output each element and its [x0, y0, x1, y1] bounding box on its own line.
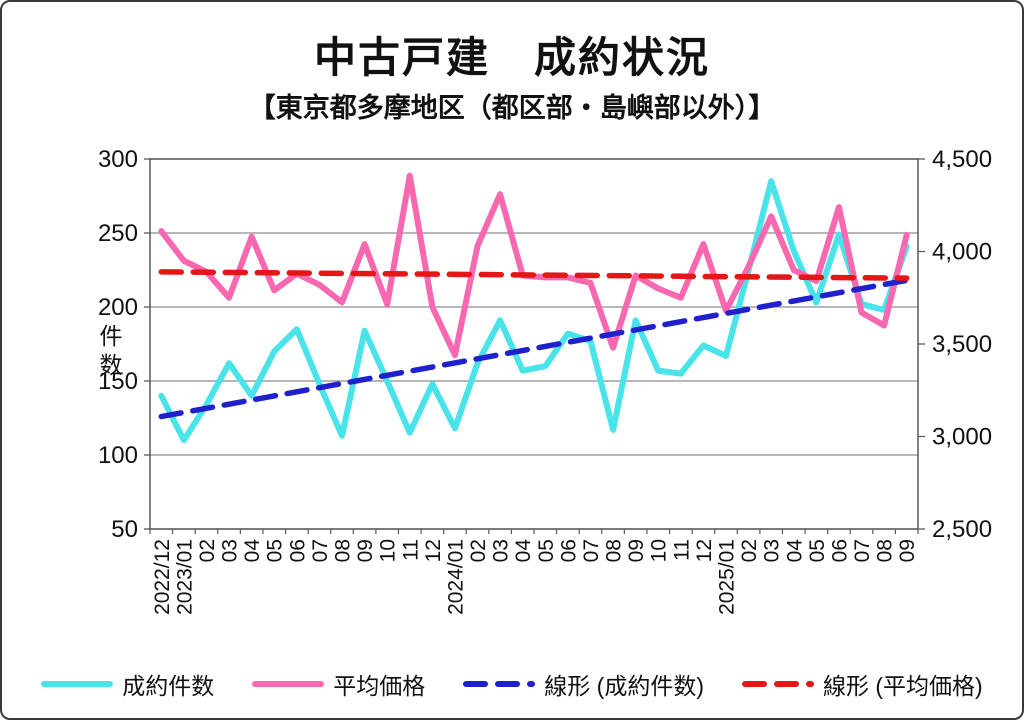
- x-axis-label: 07: [580, 539, 603, 562]
- x-axis-label: 07: [309, 539, 332, 562]
- x-axis-label: 08: [332, 539, 355, 562]
- x-axis-label: 2022/12: [151, 539, 174, 615]
- x-axis-label: 04: [512, 539, 535, 563]
- trend-line: [158, 277, 910, 420]
- chart-subtitle: 【東京都多摩地区（都区部・島嶼部以外）】: [248, 93, 776, 123]
- legend-solid-line-swatch: [252, 681, 325, 687]
- right-axis-tick-label: 3,500: [932, 331, 992, 358]
- right-axis-tick-label: 3,000: [932, 424, 992, 451]
- x-axis-label: 04: [241, 539, 264, 563]
- right-axis-tick-label: 4,500: [932, 146, 992, 173]
- left-axis-title: 件数: [96, 324, 122, 382]
- chart-title: 中古戸建 成約状況: [313, 34, 710, 81]
- x-axis-label: 09: [896, 539, 919, 562]
- x-axis-label: 03: [490, 539, 513, 562]
- x-axis-label: 12: [422, 539, 445, 562]
- legend-label: 平均価格: [333, 673, 426, 699]
- legend-item: 線形 (成約件数): [463, 667, 704, 701]
- left-axis-tick-label: 100: [98, 442, 138, 469]
- x-axis-label: 08: [874, 539, 897, 562]
- x-axis-label: 02: [196, 539, 219, 562]
- left-axis-tick-label: 300: [98, 146, 138, 173]
- legend-label: 線形 (成約件数): [544, 673, 704, 699]
- plot-border: [149, 158, 919, 530]
- x-axis-label: 11: [399, 539, 422, 561]
- x-axis-label: 11: [670, 539, 693, 561]
- trend-line: [158, 269, 910, 281]
- legend-item: 平均価格: [252, 667, 425, 701]
- line-chart-plot: 300 250 200 150 100 50 4,500 4,000 3,500 3,000 2,5…: [98, 146, 992, 615]
- legend-solid-line-swatch: [41, 681, 114, 687]
- left-axis-tick-label: 50: [111, 516, 138, 543]
- chart-legend: 成約件数 平均価格 線形 (成約件数) 線形 (平均価格): [2, 658, 1022, 710]
- right-axis-tick-label: 2,500: [932, 516, 992, 543]
- x-axis-label: 10: [648, 539, 671, 562]
- x-axis-label: 09: [625, 539, 648, 562]
- legend-label: 線形 (平均価格): [823, 673, 983, 699]
- x-axis-label: 08: [603, 539, 626, 562]
- x-axis-label: 02: [738, 539, 761, 562]
- x-axis-label: 12: [693, 539, 716, 562]
- series-line: [158, 178, 910, 444]
- x-axis-label: 09: [354, 539, 377, 562]
- x-axis-label: 04: [783, 539, 806, 563]
- x-axis-label: 03: [761, 539, 784, 562]
- x-axis-label: 06: [828, 539, 851, 562]
- x-axis-label: 2023/01: [173, 539, 196, 615]
- left-axis-tick-label: 250: [98, 220, 138, 247]
- legend-label: 成約件数: [122, 673, 215, 699]
- x-axis-label: 02: [467, 539, 490, 562]
- left-axis-tick-label: 200: [98, 294, 138, 321]
- right-axis-tick-label: 4,000: [932, 239, 992, 266]
- legend-item: 成約件数: [41, 667, 214, 701]
- x-axis-label: 06: [286, 539, 309, 562]
- x-axis-label: 2024/01: [444, 539, 467, 615]
- x-axis-label: 05: [264, 539, 287, 562]
- x-axis-label: 06: [557, 539, 580, 562]
- x-axis-label: 05: [806, 539, 829, 562]
- x-axis-label: 03: [219, 539, 242, 562]
- series-line: [158, 172, 910, 359]
- legend-item: 線形 (平均価格): [742, 667, 983, 701]
- x-axis-label: 07: [851, 539, 874, 562]
- legend-dashed-line-swatch: [463, 681, 536, 687]
- x-axis-label: 05: [535, 539, 558, 562]
- legend-dashed-line-swatch: [742, 681, 814, 687]
- left-axis-tick-label: 150: [98, 368, 138, 395]
- x-axis-label: 2025/01: [716, 539, 739, 615]
- x-axis-label: 10: [377, 539, 400, 562]
